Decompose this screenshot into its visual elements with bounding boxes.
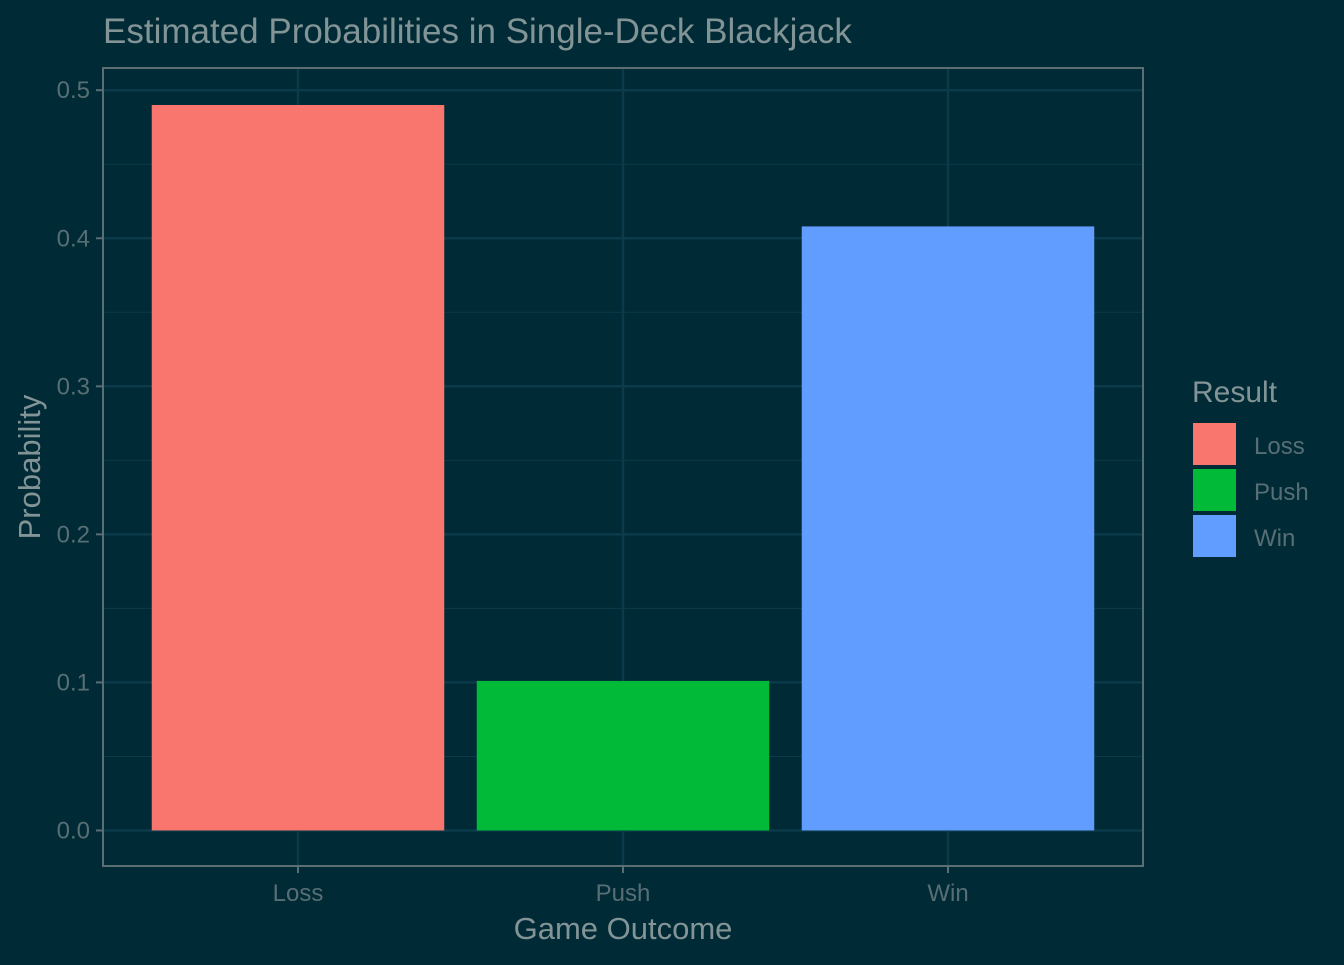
- x-tick-label: Push: [596, 880, 651, 907]
- axis-ticks: 0.0 0.1 0.2 0.3 0.4 0.5 Loss Push Win: [57, 77, 969, 907]
- x-tick-label: Loss: [273, 880, 324, 907]
- bar-win: [801, 226, 1095, 831]
- y-axis-label: Probability: [12, 394, 47, 539]
- y-tick-label: 0.4: [57, 225, 90, 252]
- bar-loss: [151, 105, 445, 831]
- bar-push: [476, 680, 770, 831]
- legend-swatch-push: [1193, 469, 1236, 511]
- legend-title: Result: [1192, 376, 1278, 409]
- x-axis-label: Game Outcome: [514, 911, 733, 946]
- chart-title: Estimated Probabilities in Single-Deck B…: [103, 12, 852, 51]
- legend: Result Loss Push Win: [1192, 376, 1309, 557]
- legend-swatch-win: [1193, 515, 1236, 557]
- bars: [151, 105, 1095, 831]
- legend-label-win: Win: [1254, 525, 1295, 552]
- legend-items: Loss Push Win: [1193, 423, 1309, 557]
- x-tick-label: Win: [927, 880, 968, 907]
- y-tick-label: 0.2: [57, 521, 90, 548]
- y-tick-label: 0.0: [57, 817, 90, 844]
- y-tick-label: 0.5: [57, 77, 90, 104]
- legend-swatch-loss: [1193, 423, 1236, 465]
- y-tick-label: 0.1: [57, 669, 90, 696]
- y-tick-label: 0.3: [57, 373, 90, 400]
- legend-label-push: Push: [1254, 479, 1309, 506]
- legend-label-loss: Loss: [1254, 433, 1305, 460]
